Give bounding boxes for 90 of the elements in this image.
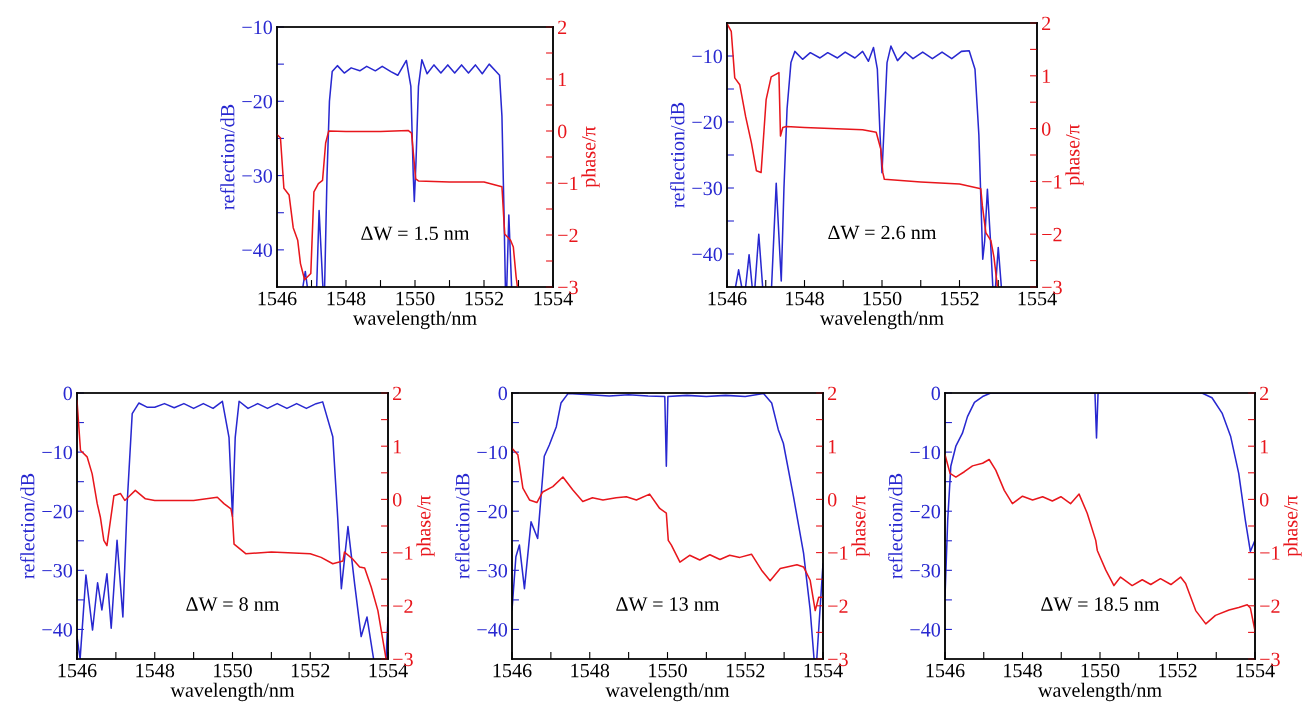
y-axis-title: reflection/dB <box>670 102 685 208</box>
y2-axis-title: phase/π <box>416 495 435 557</box>
y-tick-label: −20 <box>910 504 941 519</box>
y2-tick-label: −2 <box>828 599 848 613</box>
x-axis-title: wavelength/nm <box>170 682 295 702</box>
y2-axis-title: phase/π <box>1283 495 1302 557</box>
x-tick-label: 1546 <box>926 663 965 678</box>
x-tick-label: 1552 <box>941 291 979 306</box>
annotation: ΔW = 18.5 nm <box>1041 597 1160 611</box>
y-tick-label: −40 <box>910 623 941 637</box>
y-axis-title: reflection/dB <box>455 473 470 579</box>
y2-tick-label: −2 <box>558 228 578 242</box>
x-tick-label: 1552 <box>465 291 504 306</box>
x-tick-label: 1546 <box>58 663 97 678</box>
y2-tick-label: −1 <box>1260 546 1280 560</box>
y2-tick-label: 2 <box>1260 386 1269 400</box>
y2-tick-label: −1 <box>828 546 848 560</box>
y2-tick-label: 0 <box>1041 122 1051 136</box>
y-tick-label: −30 <box>692 181 723 196</box>
y2-tick-label: 2 <box>393 386 402 400</box>
y2-tick-label: 0 <box>557 124 567 139</box>
y2-tick-label: 2 <box>1042 16 1051 30</box>
y-tick-label: −30 <box>477 563 508 578</box>
y-tick-label: −40 <box>42 623 73 637</box>
line-series <box>512 447 823 612</box>
y-axis-title: reflection/dB <box>888 473 903 579</box>
annotation: ΔW = 1.5 nm <box>361 226 470 241</box>
x-axis-title: wavelength/nm <box>605 682 730 702</box>
y2-tick-label: 0 <box>1259 492 1269 507</box>
y-tick-label: 0 <box>63 386 73 401</box>
y-tick-label: −10 <box>477 445 508 460</box>
y-tick-label: 0 <box>498 386 508 401</box>
x-tick-label: 1546 <box>258 291 297 306</box>
x-axis-title: wavelength/nm <box>819 310 944 330</box>
y-tick-label: −20 <box>477 504 508 519</box>
x-axis-title: wavelength/nm <box>1037 682 1162 702</box>
x-tick-label: 1552 <box>291 663 330 678</box>
y2-tick-label: 2 <box>828 386 837 400</box>
y-tick-label: −10 <box>910 445 941 460</box>
y-axis-title: reflection/dB <box>20 473 35 579</box>
x-tick-label: 1546 <box>493 663 532 678</box>
y2-tick-label: 1 <box>393 439 402 454</box>
y2-tick-label: −1 <box>558 176 578 190</box>
y2-tick-label: −2 <box>1042 227 1062 242</box>
annotation: ΔW = 8 nm <box>186 597 280 611</box>
y2-tick-label: 1 <box>1042 69 1051 83</box>
y-tick-label: −10 <box>692 49 723 64</box>
x-tick-label: 1550 <box>1081 663 1120 678</box>
y-axis-title: reflection/dB <box>220 104 235 210</box>
y-tick-label: −20 <box>692 115 723 130</box>
x-tick-label: 1550 <box>863 291 902 306</box>
x-tick-label: 1550 <box>649 663 687 678</box>
y2-tick-label: 0 <box>392 492 402 507</box>
y2-tick-label: −1 <box>1042 175 1062 189</box>
y2-tick-label: 0 <box>827 492 837 507</box>
x-tick-label: 1552 <box>1159 663 1197 678</box>
x-tick-label: 1550 <box>396 291 435 306</box>
y-tick-label: −10 <box>242 20 273 35</box>
y-tick-label: −40 <box>242 243 273 258</box>
y2-tick-label: 1 <box>558 72 567 86</box>
y-tick-label: −30 <box>910 563 941 578</box>
x-axis-title: wavelength/nm <box>352 310 477 330</box>
y-tick-label: −20 <box>42 504 73 519</box>
y-tick-label: −30 <box>242 169 273 183</box>
x-tick-label: 1548 <box>571 663 610 678</box>
y-tick-label: −20 <box>242 94 273 109</box>
y2-axis-title: phase/π <box>1065 124 1084 186</box>
y2-tick-label: 2 <box>558 20 567 34</box>
y2-axis-title: phase/π <box>851 495 870 557</box>
y2-tick-label: 1 <box>1260 439 1269 454</box>
y-tick-label: 0 <box>931 386 941 401</box>
y2-tick-label: −2 <box>393 599 413 613</box>
x-tick-label: 1548 <box>1004 663 1042 678</box>
y-tick-label: −30 <box>42 563 73 578</box>
x-tick-label: 1546 <box>708 291 747 306</box>
y-tick-label: −10 <box>42 445 73 460</box>
y2-tick-label: −1 <box>393 546 413 560</box>
annotation: ΔW = 13 nm <box>616 597 720 611</box>
y2-tick-label: 1 <box>828 439 837 454</box>
annotation: ΔW = 2.6 nm <box>828 225 937 240</box>
line-series <box>277 129 519 287</box>
y2-axis-title: phase/π <box>581 126 600 188</box>
x-tick-label: 1550 <box>214 663 252 678</box>
x-tick-label: 1548 <box>136 663 175 678</box>
y2-tick-label: −2 <box>1260 599 1280 613</box>
x-tick-label: 1548 <box>327 291 366 306</box>
y-tick-label: −40 <box>692 247 723 262</box>
y-tick-label: −40 <box>477 623 508 637</box>
x-tick-label: 1548 <box>786 291 824 306</box>
x-tick-label: 1552 <box>726 663 765 678</box>
